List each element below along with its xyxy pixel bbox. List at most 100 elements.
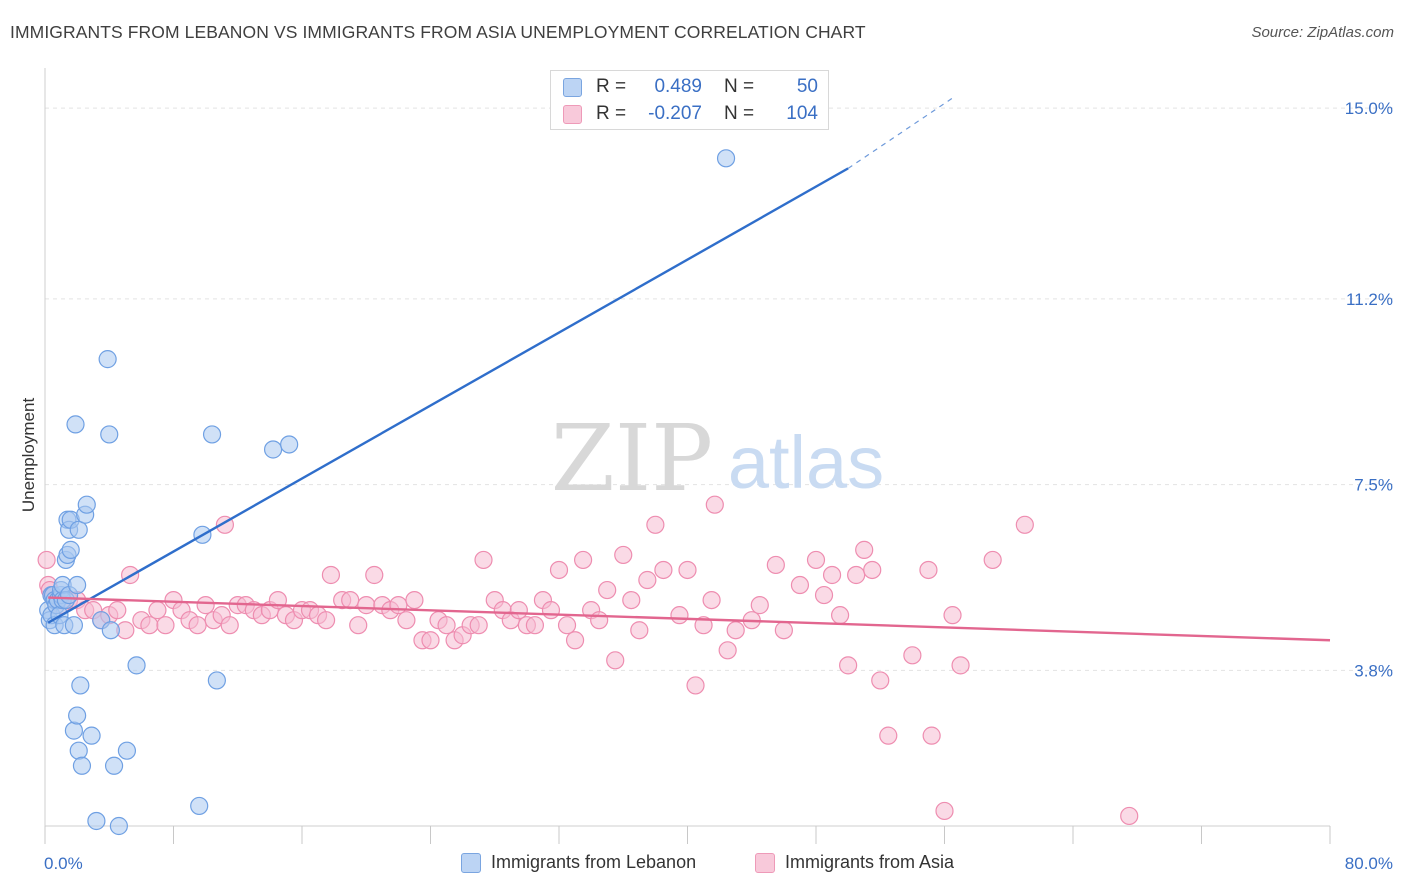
- series-asia: [37, 495, 1139, 826]
- x-tick-label-max: 80.0%: [1345, 854, 1393, 873]
- data-point: [790, 575, 810, 595]
- data-point: [349, 616, 368, 635]
- data-point: [855, 540, 874, 559]
- watermark: ZIP atlas: [551, 405, 884, 512]
- asia-swatch: [563, 104, 582, 124]
- trend-line-0: [47, 167, 849, 624]
- data-point: [321, 565, 341, 585]
- y-tick-label: 15.0%: [1345, 99, 1393, 118]
- data-point: [638, 570, 657, 590]
- data-point: [341, 590, 360, 610]
- y-tick-label: 11.2%: [1346, 290, 1393, 309]
- data-point: [839, 656, 858, 675]
- data-point: [630, 621, 649, 640]
- data-point: [774, 621, 793, 640]
- data-point: [716, 149, 736, 168]
- data-point: [702, 590, 721, 610]
- data-point: [68, 706, 87, 725]
- n-value-asia: 104: [786, 103, 818, 124]
- data-point: [1120, 806, 1139, 826]
- data-point: [87, 811, 106, 831]
- data-point: [474, 550, 493, 570]
- data-point: [140, 616, 159, 635]
- trend-line-extension-0: [847, 97, 953, 169]
- stats-legend: R = 0.489 N = 50 R = -0.207 N = 104: [550, 70, 829, 130]
- data-point: [863, 560, 882, 580]
- legend-label-asia: Immigrants from Asia: [785, 852, 955, 872]
- n-value-lebanon: 50: [796, 76, 818, 97]
- data-point: [357, 596, 376, 615]
- data-point: [871, 671, 890, 690]
- data-point: [69, 520, 88, 539]
- data-point: [421, 631, 440, 650]
- data-point: [951, 656, 970, 675]
- data-point: [919, 560, 938, 580]
- data-point: [573, 550, 593, 570]
- data-point: [405, 590, 424, 610]
- legend-item-asia[interactable]: Immigrants from Asia: [755, 852, 954, 873]
- data-point: [101, 621, 120, 640]
- data-point: [806, 550, 826, 570]
- data-point: [68, 575, 87, 595]
- data-point: [590, 611, 609, 630]
- lebanon-legend-swatch: [461, 852, 481, 873]
- stats-row-asia: R = -0.207 N = 104: [563, 101, 818, 127]
- data-point: [1015, 515, 1034, 534]
- data-point: [316, 611, 336, 630]
- data-point: [64, 721, 84, 740]
- data-point: [64, 616, 84, 635]
- data-point: [469, 616, 488, 635]
- r-value-asia: -0.207: [648, 103, 702, 124]
- watermark-zip: ZIP: [551, 405, 713, 512]
- data-point: [606, 651, 625, 670]
- data-point: [830, 606, 850, 625]
- data-point: [646, 515, 665, 534]
- data-point: [822, 565, 842, 585]
- data-point: [622, 590, 641, 610]
- data-point: [654, 560, 673, 580]
- data-point: [525, 616, 545, 635]
- data-point: [922, 726, 941, 745]
- n-label: N =: [724, 76, 755, 97]
- r-label: R =: [596, 76, 627, 97]
- lebanon-swatch: [563, 77, 582, 97]
- data-point: [108, 601, 127, 620]
- data-point: [557, 616, 577, 635]
- data-point: [549, 560, 569, 580]
- data-point: [678, 560, 697, 580]
- legend-label-lebanon: Immigrants from Lebanon: [491, 852, 697, 872]
- data-point: [565, 631, 585, 650]
- data-point: [156, 616, 175, 635]
- data-point: [61, 540, 80, 559]
- watermark-atlas: atlas: [728, 421, 884, 504]
- asia-legend-swatch: [755, 852, 775, 873]
- r-value-lebanon: 0.489: [654, 76, 702, 97]
- data-point: [670, 606, 689, 625]
- legend-item-lebanon[interactable]: Immigrants from Lebanon: [461, 852, 696, 873]
- data-point: [718, 641, 737, 660]
- data-point: [98, 350, 117, 369]
- source-label: Source: ZipAtlas.com: [1251, 24, 1394, 41]
- data-point: [207, 671, 226, 690]
- data-point: [82, 726, 101, 745]
- r-label: R =: [596, 103, 627, 124]
- data-point: [66, 415, 85, 434]
- data-point: [598, 580, 617, 600]
- data-point: [726, 621, 745, 640]
- data-point: [263, 440, 283, 459]
- data-point: [686, 676, 705, 695]
- data-point: [694, 616, 713, 635]
- data-point: [104, 756, 124, 775]
- data-point: [71, 676, 90, 695]
- data-point: [365, 565, 384, 585]
- data-point: [220, 616, 239, 635]
- data-point: [614, 545, 633, 565]
- data-point: [188, 616, 207, 635]
- data-point: [117, 741, 137, 760]
- data-point: [705, 495, 724, 514]
- n-label: N =: [724, 103, 755, 124]
- y-tick-label: 7.5%: [1354, 476, 1393, 495]
- data-point: [190, 796, 209, 816]
- data-point: [943, 606, 962, 625]
